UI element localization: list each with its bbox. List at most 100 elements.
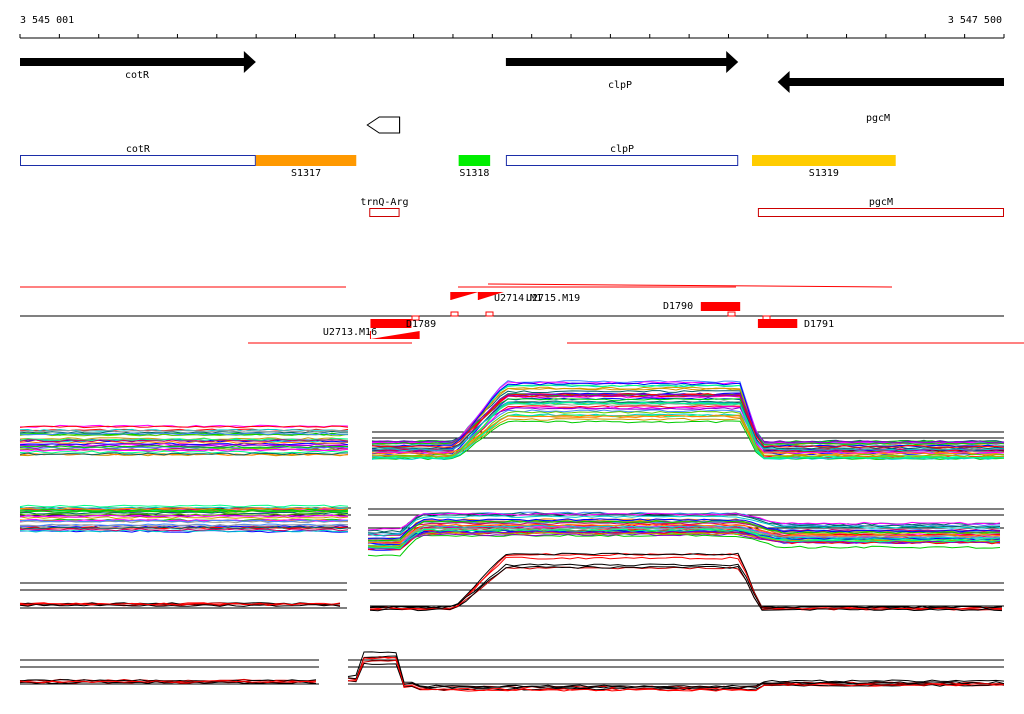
annotation-label-trnQ-Arg: trnQ-Arg	[360, 197, 408, 208]
profile-line	[369, 556, 1003, 610]
segment-U2713.M16[interactable]	[370, 331, 420, 339]
annotation-track: cotR S1317 S1318 clpP S1319 trnQ-Arg pgcM	[20, 144, 1004, 217]
profile-line	[369, 553, 1003, 611]
ruler-ticks	[19, 34, 1005, 38]
profile-line	[19, 425, 349, 429]
profile-line	[347, 651, 1005, 688]
profile-line	[19, 514, 348, 518]
junction-box-4	[727, 311, 736, 317]
profile-line	[19, 507, 349, 511]
annotation-trnQ-Arg[interactable]	[369, 208, 400, 217]
profile-line	[19, 429, 349, 433]
profile-line	[19, 509, 349, 513]
annotation-label-S1319: S1319	[809, 168, 839, 179]
upper-signal-line-right	[487, 283, 893, 288]
profile-line	[19, 511, 349, 515]
profile-line	[19, 508, 349, 512]
annotation-label-pgcM: pgcM	[869, 197, 893, 208]
ruler: 3 545 001 3 547 500	[19, 15, 1005, 39]
profile-line	[19, 448, 349, 452]
profile-line	[367, 523, 1001, 545]
profile-line	[367, 512, 1001, 531]
profile-line	[367, 518, 1001, 540]
segment-label: U2714.M1	[494, 293, 542, 304]
profile-line	[19, 513, 349, 517]
junction-box-3	[411, 315, 420, 321]
ruler-end-label: 3 547 500	[948, 15, 1002, 26]
profile-line	[347, 655, 1005, 689]
profile-line	[369, 563, 1003, 609]
profile-line	[371, 382, 1005, 448]
profile-line	[19, 504, 349, 508]
profile-panel-3-right	[369, 552, 1004, 612]
gene-label-clpP: clpP	[608, 80, 632, 91]
profile-line	[19, 430, 349, 434]
gene-arrow-pgcM[interactable]	[777, 71, 1004, 93]
profile-line	[348, 656, 1005, 692]
annotation-label-S1318: S1318	[459, 168, 489, 179]
profile-line	[367, 524, 1001, 547]
profile-line	[369, 566, 1003, 611]
profile-panel-2-right	[367, 508, 1004, 557]
profile-line	[372, 393, 1004, 444]
gene-label-cotR: cotR	[125, 70, 150, 81]
annotation-label-S1317: S1317	[291, 168, 321, 179]
annotation-cotR[interactable]	[20, 155, 256, 166]
profile-line	[19, 452, 349, 456]
segment-D1791[interactable]	[757, 319, 798, 328]
profile-line	[367, 519, 1000, 542]
profile-line	[367, 515, 1001, 537]
segment-label: U2713.M16	[323, 327, 377, 338]
annotation-clpP[interactable]	[505, 155, 739, 166]
annotation-S1317[interactable]	[255, 155, 357, 166]
segment-label: U2715.M19	[526, 293, 580, 304]
profile-line	[19, 440, 349, 444]
profile-line	[19, 523, 349, 528]
gene-arrow-cotR[interactable]	[20, 51, 256, 73]
profile-line	[19, 526, 349, 530]
profile-panel-1-right	[371, 380, 1005, 461]
profile-line	[371, 402, 1005, 459]
annotation-label-cotR: cotR	[126, 144, 151, 155]
segment-U2714.M1[interactable]	[450, 292, 479, 300]
junction-box-2	[485, 311, 494, 317]
profile-line	[19, 445, 349, 449]
profile-line	[19, 439, 349, 443]
trna-glyph[interactable]	[366, 116, 401, 134]
profile-line	[371, 400, 1005, 450]
segment-label: D1790	[663, 301, 693, 312]
profile-line	[371, 417, 1005, 458]
gene-label-pgcM: pgcM	[866, 113, 890, 124]
ruler-start-label: 3 545 001	[20, 15, 74, 26]
expression-profiles	[19, 380, 1005, 692]
profile-line	[20, 529, 349, 533]
profile-panel-2-left	[19, 504, 351, 533]
gene-track: cotR clpP pgcM	[20, 51, 1004, 124]
annotation-S1318[interactable]	[458, 155, 491, 166]
segment-D1789[interactable]	[370, 319, 412, 328]
profile-line	[369, 552, 1003, 609]
segment-label: D1791	[804, 319, 834, 330]
profile-panel-4-left	[19, 659, 319, 685]
annotation-S1319[interactable]	[751, 155, 896, 166]
profile-line	[19, 680, 317, 684]
profile-panel-3-left	[19, 582, 347, 609]
segment-U2715.M19[interactable]	[478, 292, 504, 300]
profile-panel-4-right	[347, 651, 1005, 692]
annotation-label-clpP: clpP	[610, 144, 634, 155]
segment-D1790[interactable]	[700, 302, 741, 311]
profile-line	[367, 530, 1001, 550]
profile-line	[19, 528, 349, 532]
profile-line	[367, 527, 1001, 543]
profile-line	[19, 442, 349, 446]
gene-arrow-clpP[interactable]	[505, 51, 739, 73]
segment-label: D1789	[406, 319, 436, 330]
profile-line	[367, 528, 1001, 550]
trna-track	[366, 116, 401, 134]
profile-panel-1-left	[19, 424, 349, 457]
annotation-pgcM[interactable]	[757, 208, 1004, 217]
profile-line	[19, 602, 341, 606]
junction-box-1	[450, 311, 459, 317]
